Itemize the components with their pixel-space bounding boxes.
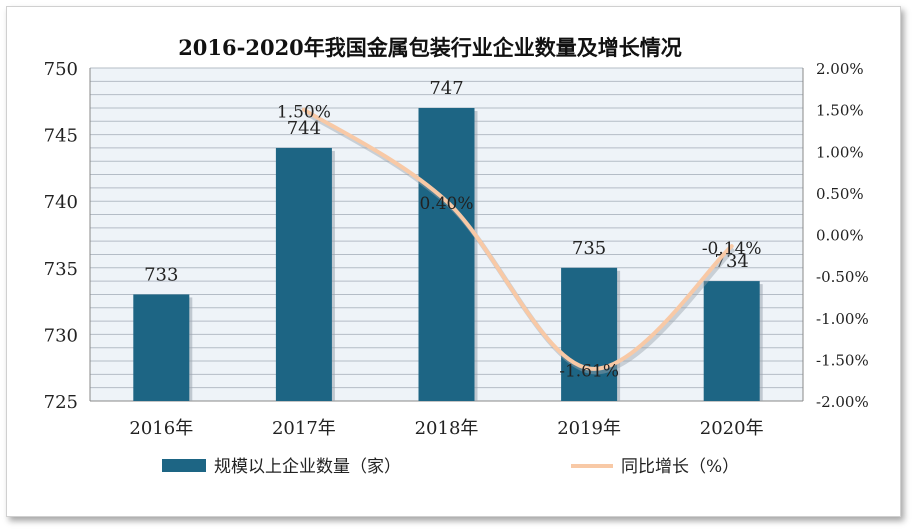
x-tick-label: 2020年 <box>700 418 764 439</box>
bar-data-label: 747 <box>429 78 463 99</box>
line-data-label: 1.50% <box>277 103 331 123</box>
y-left-tick-label: 745 <box>44 126 78 147</box>
bar-data-label: 733 <box>144 264 178 285</box>
bar <box>703 281 760 401</box>
bar <box>275 147 332 401</box>
bar <box>133 294 190 401</box>
y-right-tick-label: 1.50% <box>816 102 864 120</box>
y-right-tick-label: -1.50% <box>816 351 869 369</box>
y-left-tick-label: 750 <box>44 59 78 80</box>
x-tick-label: 2018年 <box>415 418 479 439</box>
y-left-tick-label: 725 <box>44 392 78 413</box>
y-right-tick-label: 2.00% <box>816 60 864 78</box>
x-tick-label: 2016年 <box>129 418 193 439</box>
legend-label-bars: 规模以上企业数量（家） <box>214 457 401 477</box>
growth-line <box>301 107 734 371</box>
plot-area: 725 730 735 740 745 750 -2.00% -1.50% -1.00% -0.5… <box>44 59 869 439</box>
legend-swatch-bars <box>162 459 206 472</box>
x-tick-label: 2019年 <box>557 418 621 439</box>
bar-data-label: 735 <box>572 238 606 259</box>
y-left-tick-label: 730 <box>44 325 78 346</box>
line-data-label: -0.14% <box>702 239 762 259</box>
legend: 规模以上企业数量（家） 同比增长（%） <box>162 457 739 477</box>
y-right-tick-label: -1.00% <box>816 310 869 328</box>
y-left-tick-label: 740 <box>44 192 78 213</box>
y-right-tick-label: 0.50% <box>816 185 864 203</box>
y-left-tick-label: 735 <box>44 259 78 280</box>
y-right-tick-label: 1.00% <box>816 143 864 161</box>
y-right-tick-label: -0.50% <box>816 268 869 286</box>
legend-label-line: 同比增长（%） <box>621 457 739 477</box>
line-data-label: -1.61% <box>559 362 619 382</box>
bar <box>418 107 475 402</box>
chart-title: 2016-2020年我国金属包装行业企业数量及增长情况 <box>178 35 682 60</box>
y-right-tick-label: -2.00% <box>816 393 869 411</box>
bar-data-label: 744 <box>287 118 321 139</box>
bar <box>561 267 618 401</box>
x-tick-label: 2017年 <box>272 418 336 439</box>
line-data-label: 0.40% <box>419 194 473 214</box>
y-right-tick-label: 0.00% <box>816 227 864 245</box>
